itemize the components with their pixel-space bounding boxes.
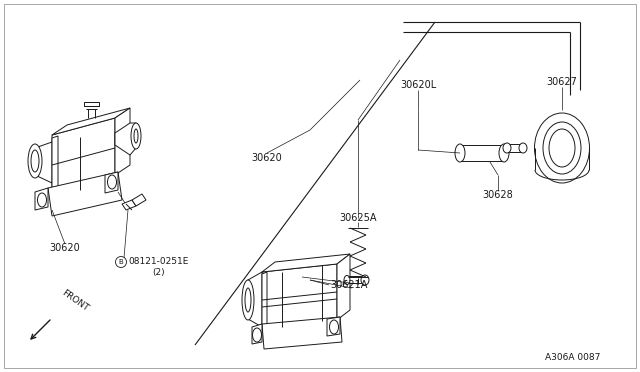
Polygon shape bbox=[122, 200, 136, 210]
Polygon shape bbox=[35, 188, 48, 210]
Polygon shape bbox=[327, 317, 340, 336]
Text: B: B bbox=[118, 259, 124, 265]
Polygon shape bbox=[248, 272, 262, 327]
Polygon shape bbox=[35, 142, 52, 183]
Polygon shape bbox=[115, 108, 130, 175]
Polygon shape bbox=[507, 144, 523, 152]
Polygon shape bbox=[347, 276, 365, 283]
Ellipse shape bbox=[534, 113, 589, 183]
Polygon shape bbox=[262, 264, 337, 327]
Text: 30621A: 30621A bbox=[330, 280, 367, 290]
Polygon shape bbox=[105, 172, 118, 193]
Polygon shape bbox=[252, 324, 262, 344]
Polygon shape bbox=[52, 136, 58, 188]
Text: 08121-0251E: 08121-0251E bbox=[129, 257, 189, 266]
Ellipse shape bbox=[131, 123, 141, 149]
Polygon shape bbox=[262, 317, 342, 349]
Polygon shape bbox=[52, 108, 130, 135]
Ellipse shape bbox=[28, 144, 42, 178]
Polygon shape bbox=[262, 254, 350, 272]
Ellipse shape bbox=[344, 276, 350, 285]
Ellipse shape bbox=[455, 144, 465, 162]
Polygon shape bbox=[262, 272, 267, 325]
Polygon shape bbox=[460, 145, 504, 161]
Text: (2): (2) bbox=[153, 267, 165, 276]
Text: 30620: 30620 bbox=[50, 243, 81, 253]
Polygon shape bbox=[52, 118, 115, 192]
Text: 30620L: 30620L bbox=[400, 80, 436, 90]
Text: 30625A: 30625A bbox=[339, 213, 377, 223]
Ellipse shape bbox=[242, 280, 254, 320]
Text: 30628: 30628 bbox=[483, 190, 513, 200]
Ellipse shape bbox=[519, 143, 527, 153]
Polygon shape bbox=[115, 123, 136, 155]
Text: 30620: 30620 bbox=[252, 153, 282, 163]
Polygon shape bbox=[48, 172, 122, 216]
Polygon shape bbox=[337, 254, 350, 320]
Text: 30627: 30627 bbox=[547, 77, 577, 87]
Ellipse shape bbox=[543, 122, 581, 174]
Ellipse shape bbox=[361, 275, 369, 285]
Ellipse shape bbox=[499, 144, 509, 162]
Ellipse shape bbox=[503, 143, 511, 153]
Polygon shape bbox=[132, 194, 146, 206]
Text: FRONT: FRONT bbox=[60, 288, 90, 313]
Polygon shape bbox=[84, 102, 99, 106]
Text: A306A 0087: A306A 0087 bbox=[545, 353, 600, 362]
